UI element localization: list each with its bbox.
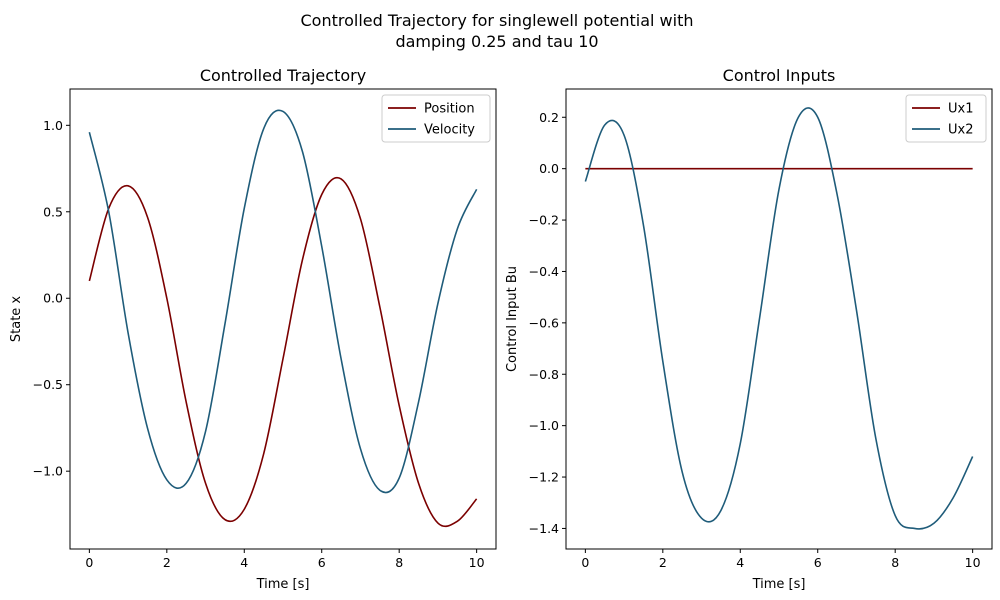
y-tick-label: 0.2 (539, 110, 559, 125)
y-tick-label: −0.2 (529, 213, 559, 228)
y-tick-label: 1.0 (43, 118, 63, 133)
series-line-position (88, 176, 478, 528)
legend-label-ux1: Ux1 (948, 102, 973, 117)
x-tick-label: 4 (736, 555, 744, 570)
legend-label-position: Position (424, 102, 475, 117)
legend-label-velocity: Velocity (424, 123, 475, 138)
x-tick-label: 6 (814, 555, 822, 570)
y-tick-label: −0.8 (529, 367, 559, 382)
x-tick-label: 8 (395, 555, 403, 570)
trajectory-chart: Controlled Trajectory 0 2 4 6 8 10 1.0 0.5 0.0 −0.… (9, 66, 497, 592)
y-tick-label: −0.6 (529, 315, 559, 330)
y-tick-label: −1.2 (529, 470, 559, 485)
axes-frame (69, 88, 497, 550)
y-tick-label: −1.0 (529, 418, 559, 433)
y-tick-label: 0.5 (43, 204, 63, 219)
x-tick-label: 10 (965, 555, 981, 570)
x-tick-label: 6 (318, 555, 326, 570)
x-tick-label: 2 (659, 555, 667, 570)
y-tick-label: −1.0 (33, 464, 63, 479)
figure-title-line-2: damping 0.25 and tau 10 (395, 32, 598, 51)
y-tick-label: −1.4 (529, 521, 559, 536)
x-tick-label: 0 (581, 555, 589, 570)
y-tick-label: −0.5 (33, 377, 63, 392)
series-line-ux2 (584, 107, 974, 530)
series-line-velocity (88, 109, 478, 494)
y-axis-label: State x (9, 296, 24, 343)
axes-frame (565, 88, 993, 550)
legend: Position Velocity (381, 94, 491, 143)
figure-title-line-1: Controlled Trajectory for singlewell pot… (300, 11, 693, 30)
legend-box (381, 94, 491, 143)
x-axis-label: Time [s] (256, 577, 310, 592)
x-tick-label: 0 (85, 555, 93, 570)
chart-title: Control Inputs (723, 66, 836, 85)
y-tick-label: −0.4 (529, 264, 559, 279)
legend-box (905, 94, 987, 143)
legend-label-ux2: Ux2 (948, 123, 973, 138)
chart-title: Controlled Trajectory (200, 66, 366, 85)
y-tick-label: 0.0 (539, 161, 559, 176)
y-axis-label: Control Input Bu (505, 266, 520, 372)
control-inputs-chart: Control Inputs 0 2 4 6 8 10 0.2 0.0 −0.2 −0.4 −0.6 −… (505, 66, 993, 592)
x-tick-label: 10 (469, 555, 485, 570)
y-tick-label: 0.0 (43, 291, 63, 306)
x-axis-label: Time [s] (752, 577, 806, 592)
x-tick-label: 8 (891, 555, 899, 570)
x-tick-label: 4 (240, 555, 248, 570)
x-tick-label: 2 (163, 555, 171, 570)
